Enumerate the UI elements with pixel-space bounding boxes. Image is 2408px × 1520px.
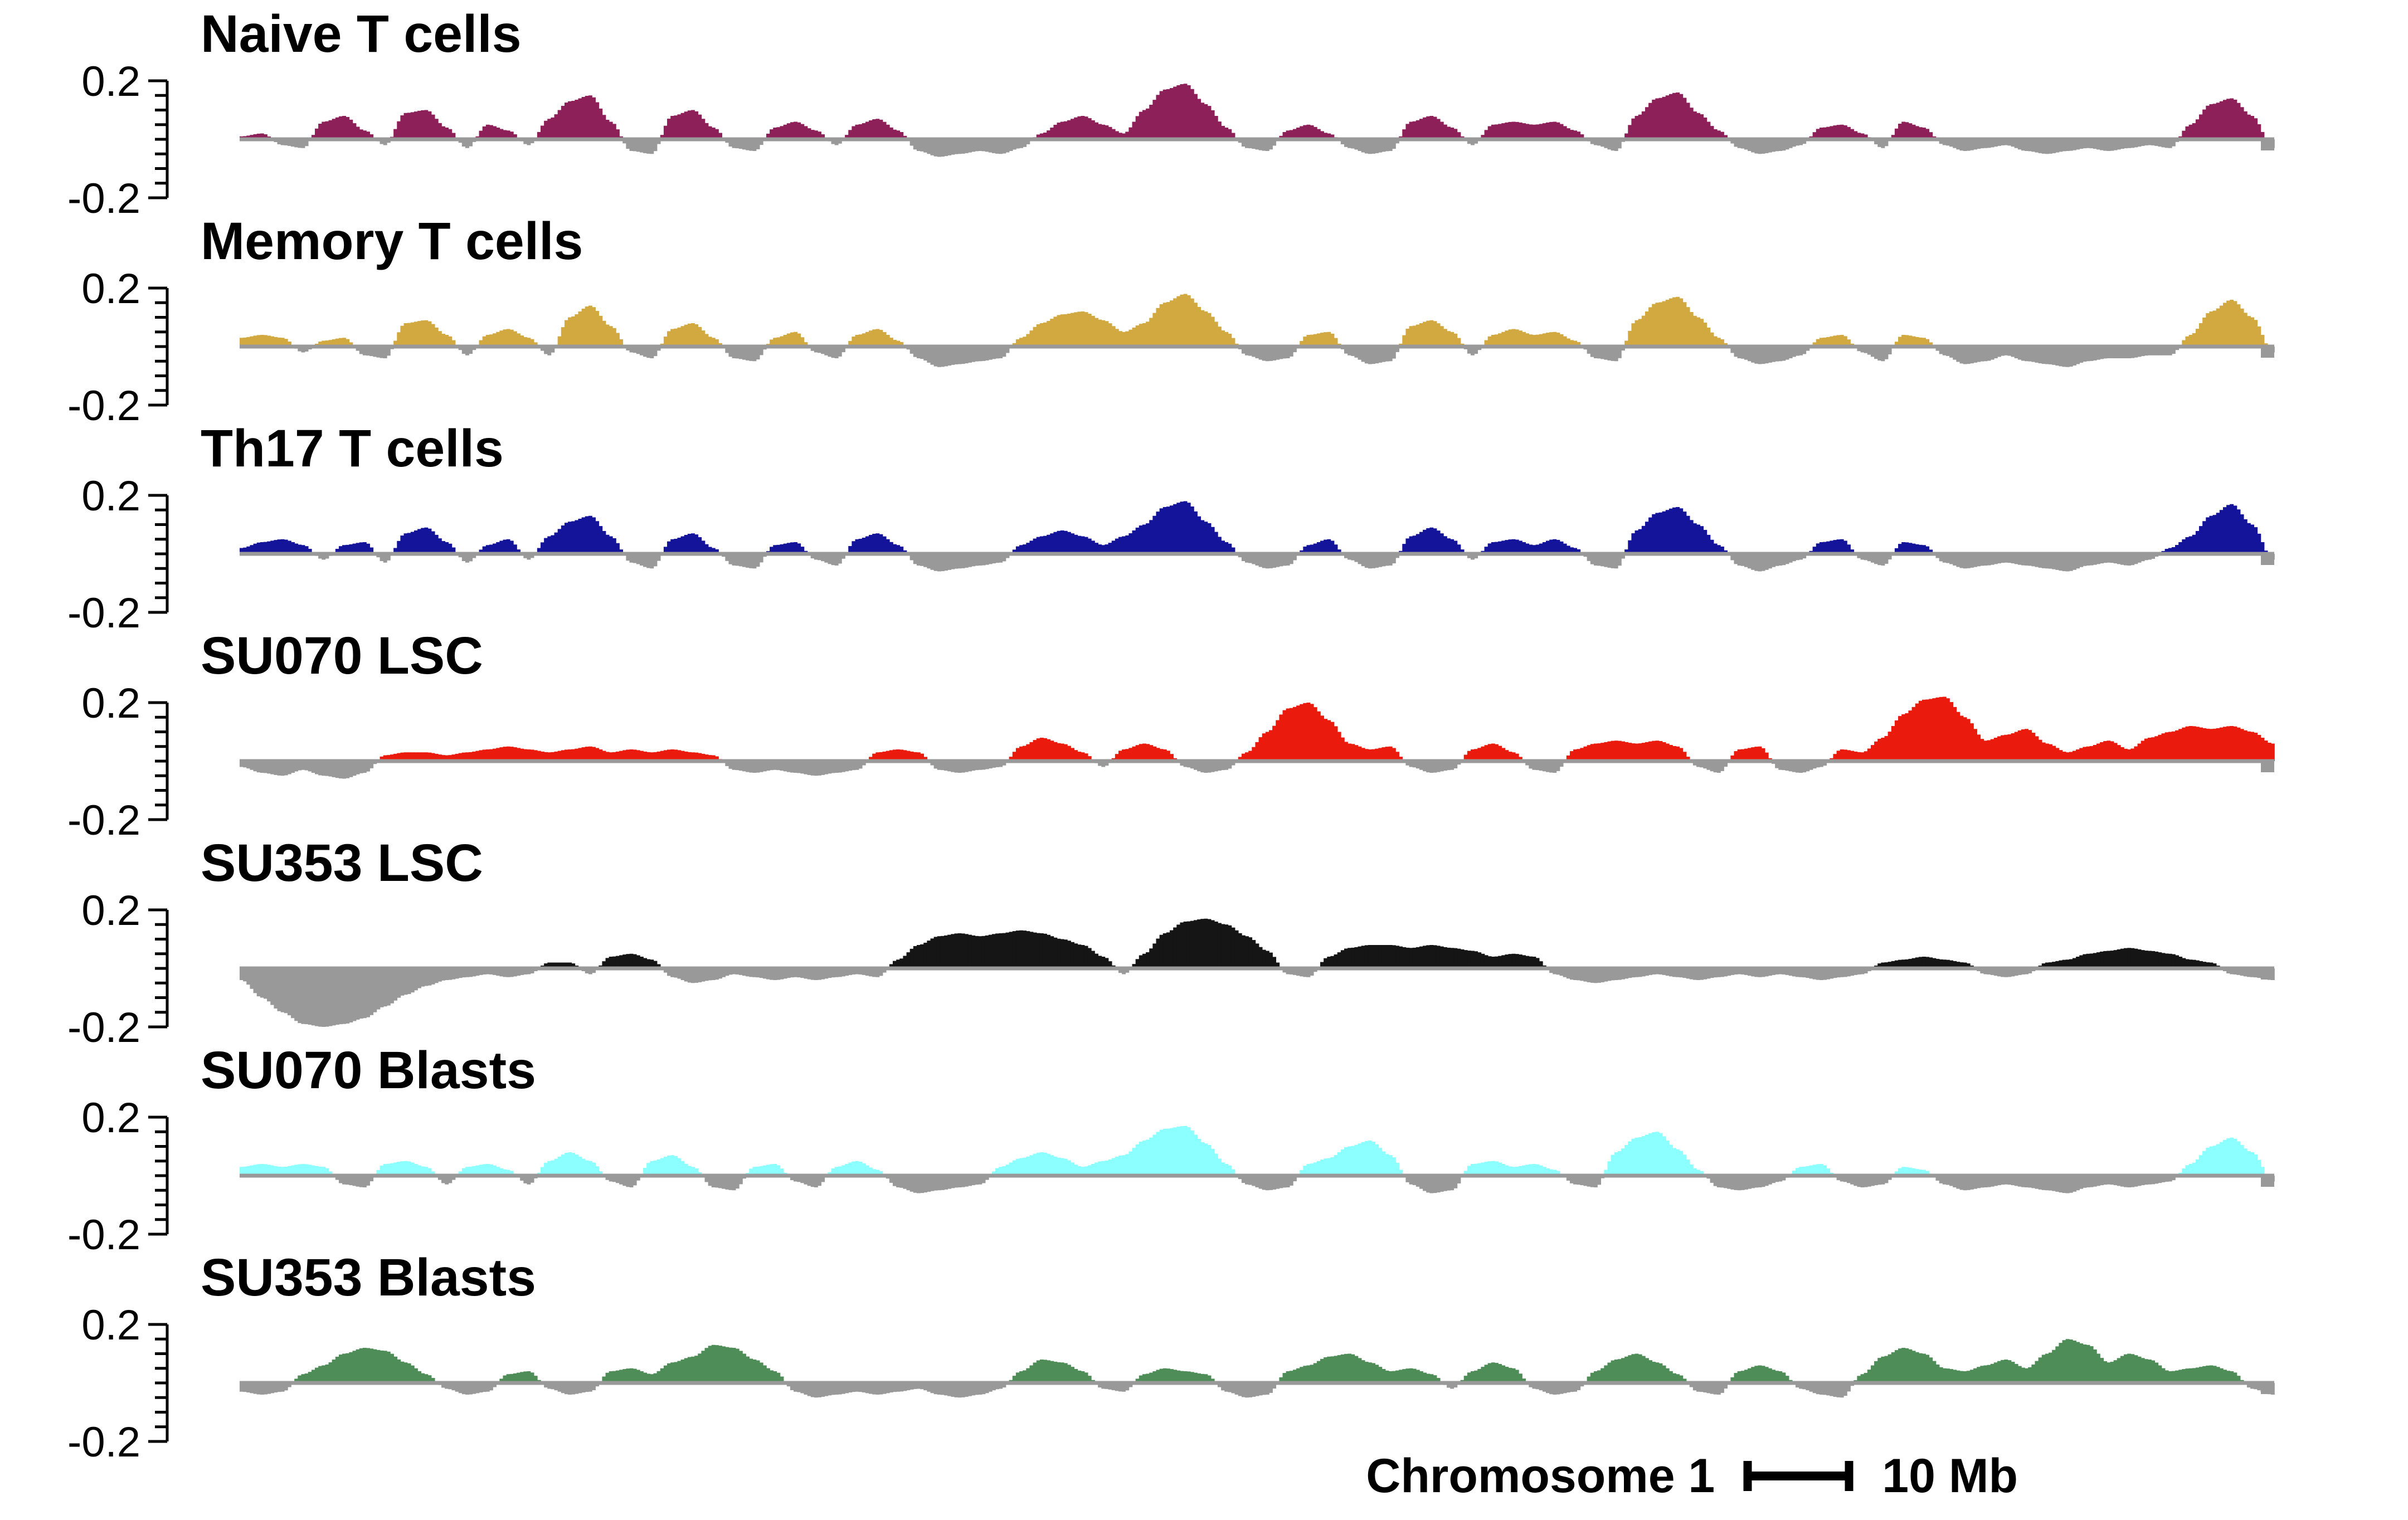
track-plot-area: 0.2 -0.2: [0, 265, 2408, 430]
signal-plot: [240, 501, 2275, 572]
signal-plot: [240, 1126, 2275, 1193]
track-row: Naive T cells 0.2 -0.2: [0, 4, 2408, 222]
y-tick-label-top: 0.2: [81, 1094, 140, 1142]
y-tick-label-bottom: -0.2: [67, 797, 140, 844]
track-title: Naive T cells: [201, 4, 522, 64]
track-title: Th17 T cells: [201, 419, 504, 478]
y-tick-label-top: 0.2: [81, 265, 140, 313]
y-axis: 0.2 -0.2: [67, 472, 169, 637]
y-tick-label-top: 0.2: [81, 680, 140, 727]
y-axis: 0.2 -0.2: [67, 1094, 169, 1259]
y-tick-label-bottom: -0.2: [67, 175, 140, 222]
signal-plot: [240, 918, 2275, 1027]
y-tick-label-bottom: -0.2: [67, 1419, 140, 1466]
track-title: Memory T cells: [201, 212, 583, 271]
y-axis: 0.2 -0.2: [67, 58, 169, 222]
signal-plot: [240, 294, 2275, 367]
y-axis: 0.2 -0.2: [67, 1302, 169, 1466]
scale-bar: [1743, 1461, 1854, 1491]
track-plot-area: 0.2 -0.2: [0, 58, 2408, 222]
baseline: [240, 1173, 2274, 1178]
y-axis: 0.2 -0.2: [67, 887, 169, 1051]
baseline: [240, 1381, 2274, 1385]
y-tick-label-bottom: -0.2: [67, 590, 140, 637]
track-title: SU353 LSC: [201, 834, 483, 893]
scale-bar-label: 10 Mb: [1882, 1449, 2018, 1503]
track-plot-area: 0.2 -0.2: [0, 887, 2408, 1051]
x-axis-footer: Chromosome 1 10 Mb: [0, 1449, 2408, 1503]
track-title: SU070 LSC: [201, 626, 483, 685]
y-tick-label-bottom: -0.2: [67, 1004, 140, 1051]
y-tick-label-bottom: -0.2: [67, 382, 140, 430]
baseline: [240, 137, 2274, 142]
track-plot-area: 0.2 -0.2: [0, 1302, 2408, 1466]
track-row: SU353 Blasts 0.2 -0.2: [0, 1248, 2408, 1466]
signal-plot: [240, 696, 2275, 779]
track-row: SU070 LSC 0.2 -0.2: [0, 626, 2408, 844]
baseline: [240, 344, 2274, 349]
y-tick-label-top: 0.2: [81, 887, 140, 934]
track-row: SU353 LSC 0.2 -0.2: [0, 834, 2408, 1051]
y-tick-label-top: 0.2: [81, 58, 140, 105]
y-tick-label-top: 0.2: [81, 1302, 140, 1349]
track-title: SU070 Blasts: [201, 1041, 537, 1100]
baseline: [240, 759, 2274, 763]
track-row: SU070 Blasts 0.2 -0.2: [0, 1041, 2408, 1259]
track-row: Memory T cells 0.2 -0.2: [0, 212, 2408, 430]
track-title: SU353 Blasts: [201, 1248, 537, 1307]
track-plot-area: 0.2 -0.2: [0, 1094, 2408, 1259]
track-plot-area: 0.2 -0.2: [0, 472, 2408, 637]
y-axis: 0.2 -0.2: [67, 680, 169, 844]
baseline: [240, 552, 2274, 556]
tracks: Naive T cells 0.2 -0.2 Memory T cells 0.2 -0.…: [0, 4, 2408, 1466]
y-tick-label-top: 0.2: [81, 472, 140, 520]
signal-plot: [240, 84, 2275, 157]
chromosome-label: Chromosome 1: [1366, 1449, 1715, 1503]
signal-plot: [240, 1339, 2275, 1398]
track-row: Th17 T cells 0.2 -0.2: [0, 419, 2408, 637]
baseline: [240, 966, 2274, 971]
y-axis: 0.2 -0.2: [67, 265, 169, 430]
track-plot-area: 0.2 -0.2: [0, 680, 2408, 844]
y-tick-label-bottom: -0.2: [67, 1211, 140, 1259]
